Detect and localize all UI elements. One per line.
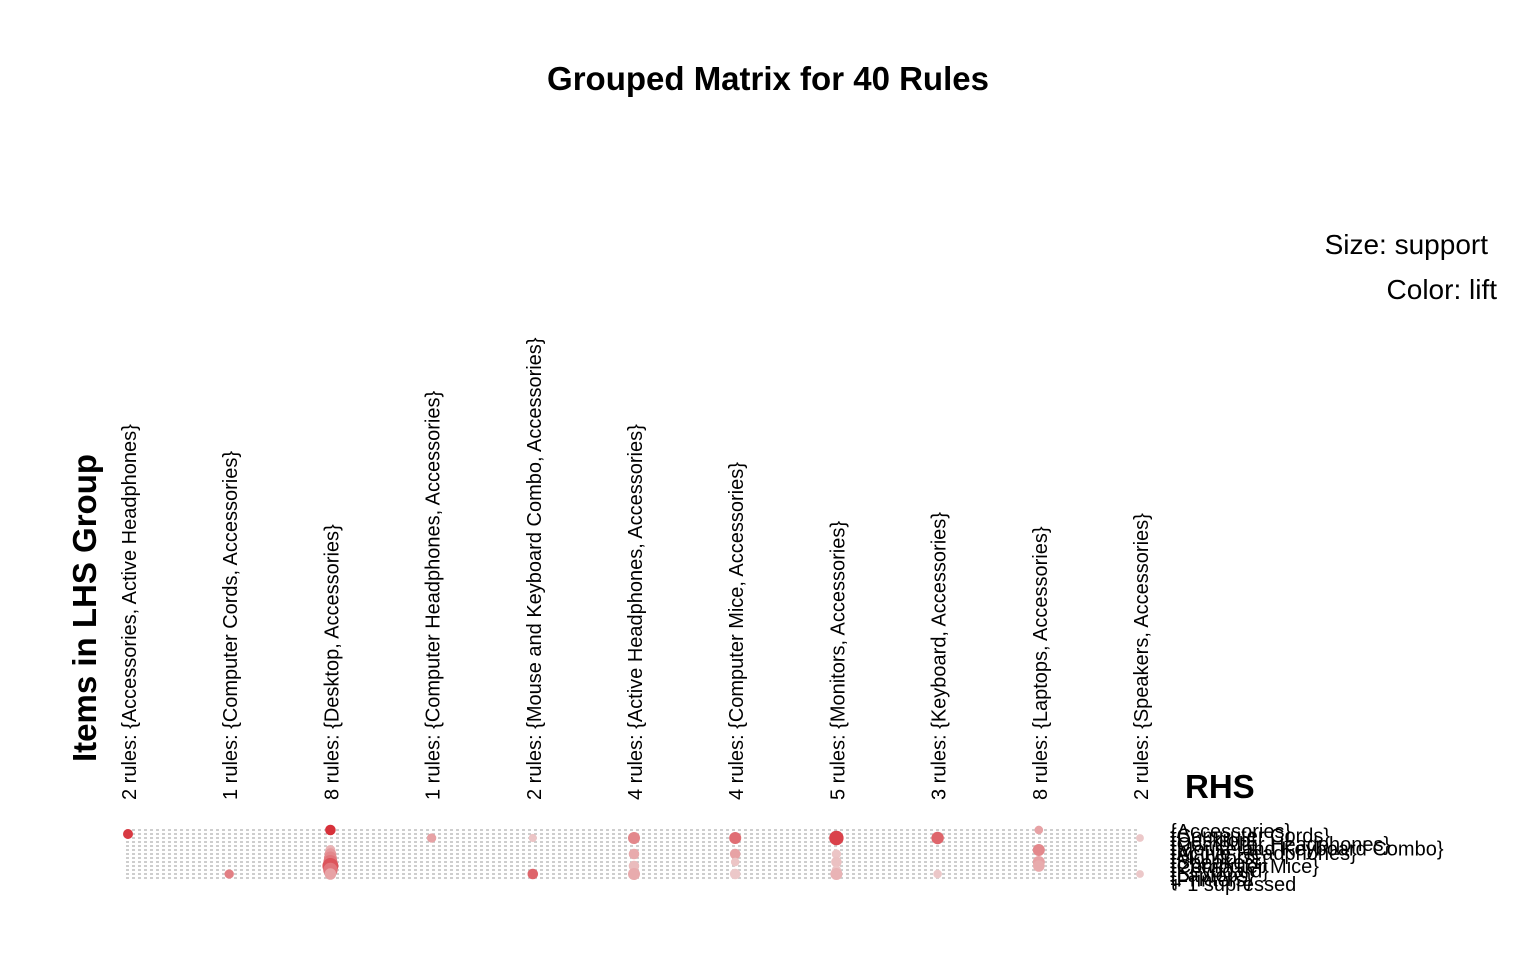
rhs-item-label: {Laptops}	[1170, 865, 1255, 887]
chart-title: Grouped Matrix for 40 Rules	[547, 60, 989, 97]
rule-point	[729, 868, 741, 880]
rhs-item-label: {Speakers}	[1170, 852, 1268, 874]
lhs-group-label: 3 rules: {Keyboard, Accessories}	[929, 512, 951, 800]
rule-point	[730, 857, 740, 867]
rule-point	[933, 869, 942, 879]
rule-point	[627, 831, 641, 845]
lhs-group-label: 2 rules: {Mouse and Keyboard Combo, Acce…	[524, 337, 546, 800]
rhs-item-label: + 1 supressed	[1170, 874, 1296, 896]
lhs-group-label: 1 rules: {Computer Headphones, Accessori…	[423, 391, 445, 800]
lhs-group-label: 5 rules: {Monitors, Accessories}	[827, 521, 849, 800]
rule-point	[931, 831, 944, 845]
lhs-group-label: 2 rules: {Speakers, Accessories}	[1131, 513, 1153, 800]
rhs-item-label: {Accessories}	[1170, 821, 1291, 843]
lhs-group-label: 8 rules: {Laptops, Accessories}	[1030, 526, 1052, 800]
rhs-item-label: {Keyboard}	[1170, 861, 1269, 883]
rule-point	[627, 867, 641, 881]
rhs-item-label: {Printers}	[1170, 869, 1253, 891]
lhs-axis-label: Items in LHS Group	[66, 454, 103, 762]
lhs-group-label: 4 rules: {Active Headphones, Accessories…	[625, 424, 647, 800]
legend-color: Color: lift	[1387, 274, 1498, 305]
rule-point	[1136, 834, 1144, 842]
rule-point	[426, 833, 437, 843]
lhs-group-label: 2 rules: {Accessories, Active Headphones…	[119, 424, 141, 800]
rhs-axis-label: RHS	[1185, 768, 1255, 805]
rule-points	[123, 824, 1144, 881]
rule-point	[324, 868, 337, 880]
rhs-item-labels: {Accessories}{Computer Cords}{Desktop}{C…	[1170, 821, 1444, 896]
rule-point	[224, 869, 234, 879]
rule-point	[729, 831, 742, 845]
rhs-item-label: {Active Headphones}	[1170, 843, 1357, 865]
rule-point	[528, 833, 537, 843]
rule-point	[831, 856, 842, 868]
lhs-group-label: 8 rules: {Desktop, Accessories}	[321, 524, 343, 800]
lhs-group-label: 1 rules: {Computer Cords, Accessories}	[220, 451, 242, 800]
rule-point	[829, 830, 844, 846]
rhs-item-label: {Computer Cords}	[1170, 825, 1330, 847]
rule-point	[628, 848, 640, 860]
rule-point	[1033, 860, 1045, 872]
lhs-group-label: 4 rules: {Computer Mice, Accessories}	[726, 462, 748, 800]
rhs-item-label: {Desktop}	[1170, 830, 1257, 852]
rule-point	[1136, 870, 1144, 878]
rhs-item-label: {Monitors}	[1170, 847, 1260, 869]
rule-point	[729, 848, 741, 860]
rule-point	[831, 849, 842, 859]
rule-point	[527, 868, 539, 880]
rhs-item-label: {Computer Mice}	[1170, 856, 1319, 878]
rhs-item-label: {Mouse and Keyboard Combo}	[1170, 839, 1444, 861]
rule-point	[830, 867, 843, 881]
rule-point	[1034, 825, 1044, 835]
legend-size: Size: support	[1325, 229, 1489, 260]
rule-point	[1032, 843, 1045, 857]
rhs-item-label: {Computer Headphones}	[1170, 834, 1390, 856]
rule-point	[123, 829, 133, 839]
rule-point	[325, 824, 336, 836]
lhs-group-labels: 2 rules: {Accessories, Active Headphones…	[119, 337, 1153, 800]
